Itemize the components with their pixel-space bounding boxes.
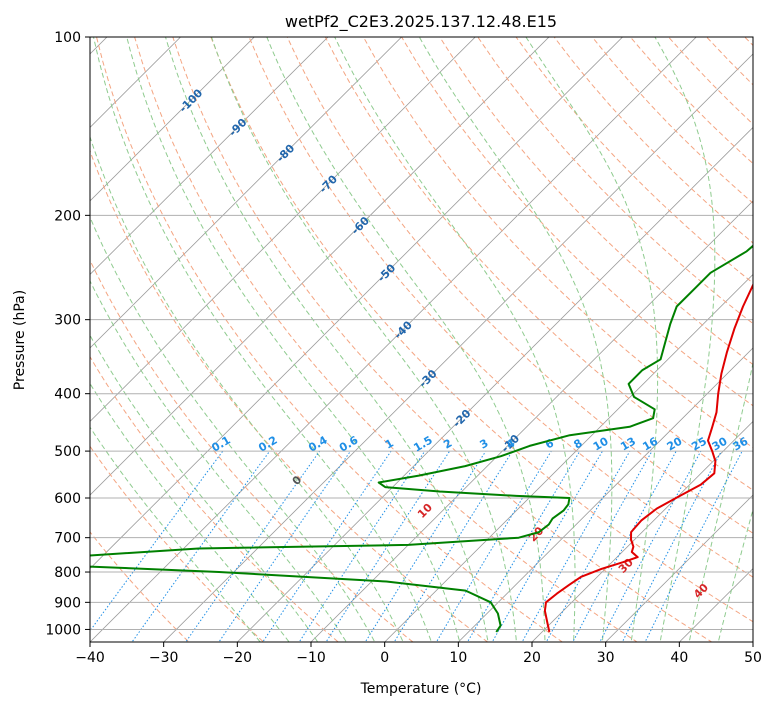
y-axis: 1000 900 800 700 600 500 400 300 200 100 [45,30,90,638]
x-tick-label: 20 [523,650,541,666]
chart-title: wetPf2_C2E3.2025.137.12.48.E15 [285,12,557,32]
y-tick-label: 200 [54,208,81,224]
mixing-ratio-line [90,450,224,632]
y-tick-label: 900 [54,595,81,611]
moist-adiabat-line [90,279,347,642]
mixing-ratio-line [644,450,743,642]
mixing-ratio-line [298,450,426,642]
mixing-ratio-line [364,450,487,642]
x-tick-label: 30 [597,650,615,666]
dry-adiabat-line [401,37,753,407]
moist-adiabat-line [266,37,546,642]
dry-adiabat-line [210,37,753,623]
moist-adiabat-line [90,426,261,642]
mixing-ratio-line [131,450,271,642]
isotherm-line [90,37,403,349]
x-tick-label: −10 [296,650,326,666]
moist-adiabat-line [93,37,432,642]
isotherm-line [384,273,753,642]
isotherm-line [90,37,255,202]
moist-adiabat-line [90,334,319,642]
mixing-ratio-line [521,450,631,642]
moist-adiabat-line [90,135,404,642]
mixing-ratio-line [218,450,351,642]
isotherm-line [457,347,753,642]
moist-adiabat-line [418,37,613,642]
y-axis-label: Pressure (hPa) [12,290,28,390]
x-tick-label: −20 [223,650,253,666]
dry-adiabat-line [172,37,713,642]
profile-lines [90,244,753,633]
isotherm-line [90,37,550,496]
mixing-ratio-line [491,450,603,642]
y-tick-label: 600 [54,491,81,507]
x-tick-label: −40 [75,650,105,666]
isotherm-line [90,37,697,642]
dewpoint-line [90,244,753,633]
mixing-ratio-line [325,450,451,642]
mixing-ratio-line [466,450,581,642]
moist-adiabat-line [165,37,489,642]
mixing-ratio-line [545,450,653,642]
dry-adiabat-line [90,259,414,642]
x-axis: −40 −30 −20 −10 0 10 20 30 40 50 [75,642,762,666]
x-axis-label: Temperature (°C) [360,681,482,697]
dry-adiabat-line [477,37,753,325]
moist-adiabat-line [525,37,659,642]
moist-adiabat-line [654,37,716,642]
dry-adiabat-line [90,531,190,642]
x-tick-label: −30 [149,650,179,666]
isotherm-line [605,494,753,642]
x-tick-label: 40 [670,650,688,666]
y-tick-label: 1000 [45,622,81,638]
mixing-ratio-line [262,450,392,642]
isotherm-line [163,53,753,642]
dry-adiabat-line [286,37,753,534]
y-tick-label: 500 [54,444,81,460]
y-tick-label: 700 [54,531,81,547]
temperature-line [543,282,753,633]
dry-adiabat-line [96,37,564,642]
moist-adiabat-line [717,507,753,642]
dry-adiabat-line [324,37,753,491]
isotherm-line [310,200,753,642]
mixing-ratio-line [185,450,321,642]
isotherm-line [90,37,329,276]
y-tick-label: 100 [54,30,81,46]
y-tick-label: 300 [54,313,81,329]
x-tick-label: 0 [380,650,389,666]
moist-adiabat-line [334,37,576,642]
moist-adiabat-line [90,382,290,642]
isotherm-line [90,37,624,570]
y-tick-label: 400 [54,387,81,403]
x-tick-label: 10 [449,650,467,666]
plot-frame [89,36,754,643]
y-tick-label: 800 [54,565,81,581]
dry-adiabat-line [90,355,339,642]
x-tick-label: 50 [744,650,762,666]
moist-adiabat-line [688,361,753,642]
moist-adiabat-line [90,215,376,642]
dry-adiabat-line [248,37,753,578]
moist-adiabat-line [126,37,461,642]
